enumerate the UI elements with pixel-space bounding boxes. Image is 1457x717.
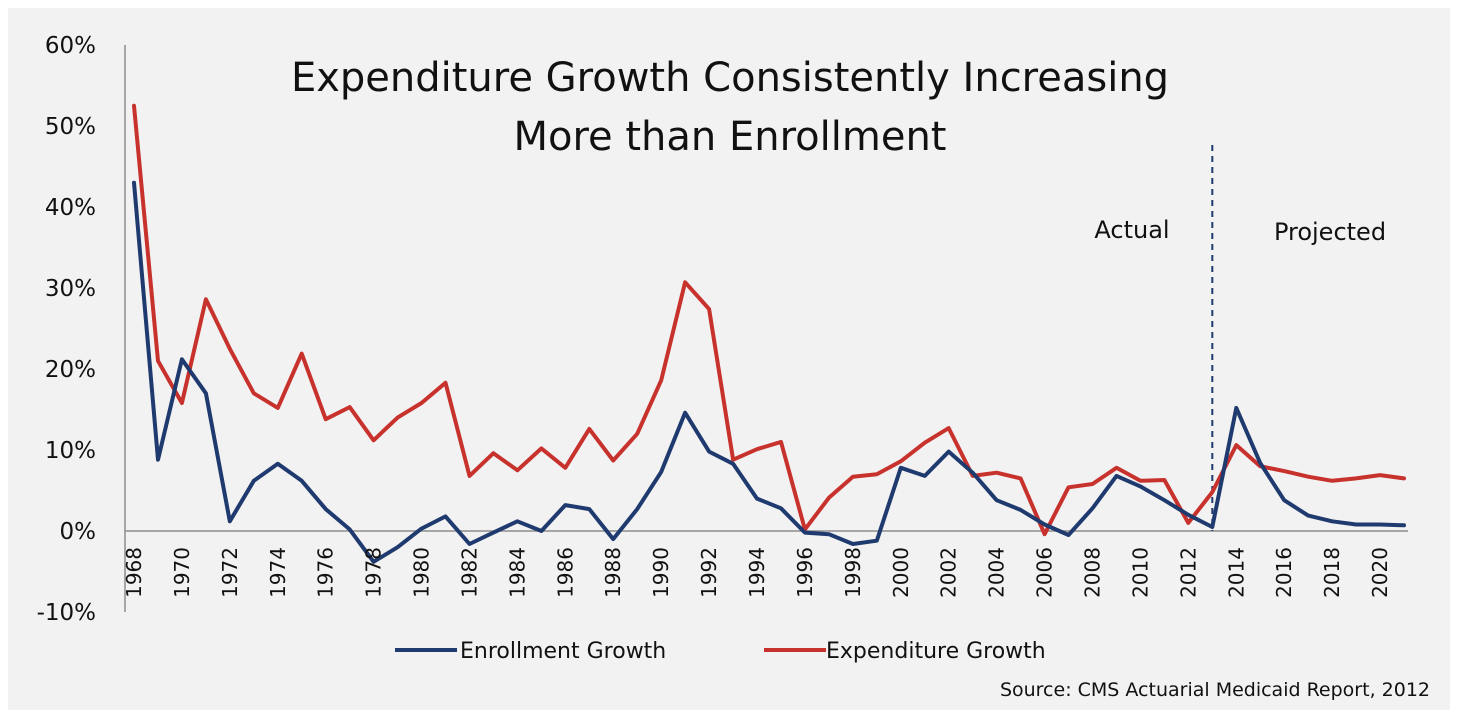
x-tick-label: 2002 [937,547,961,598]
x-tick-label: 2014 [1224,547,1248,598]
x-tick-label: 1976 [314,547,338,598]
x-tick-label: 2012 [1176,547,1200,598]
axes [124,45,1408,612]
x-tick-label: 1974 [266,547,290,598]
line-chart: Expenditure Growth Consistently Increasi… [37,33,1430,701]
x-tick-label: 2010 [1128,547,1152,598]
chart-title-line-2: More than Enrollment [514,114,947,160]
x-tick-label: 2020 [1368,547,1392,598]
x-tick-label: 1984 [505,547,529,598]
x-tick-label: 1998 [841,547,865,598]
x-tick-label: 1990 [649,547,673,598]
y-tick-label: 10% [45,438,96,464]
y-tick-label: 50% [45,114,96,140]
x-tick-label: 1988 [601,547,625,598]
y-axis-ticks: 60% 50% 40% 30% 20% 10% 0% -10% [37,33,96,626]
legend-label-enrollment: Enrollment Growth [460,639,666,664]
legend: Enrollment Growth Expenditure Growth [395,639,1046,664]
series-lines [132,103,1406,564]
x-tick-label: 1978 [362,547,386,598]
chart-frame: Expenditure Growth Consistently Increasi… [8,8,1450,710]
y-tick-label: 20% [45,357,96,383]
x-tick-label: 1982 [457,547,481,598]
x-tick-label: 2006 [1033,547,1057,598]
chart-title-line-1: Expenditure Growth Consistently Increasi… [291,55,1169,101]
y-tick-label: 0% [60,519,97,545]
x-axis-ticks: 1968 1970 1972 1974 1976 1978 1980 1982 1984 1986… [122,547,1392,598]
x-tick-label: 1992 [697,547,721,598]
y-tick-label: -10% [37,600,96,626]
annotation-projected: Projected [1274,218,1386,246]
legend-label-expenditure: Expenditure Growth [826,639,1046,664]
chart-title: Expenditure Growth Consistently Increasi… [291,55,1169,160]
enrollment-growth-line [132,180,1406,564]
x-tick-label: 2008 [1080,547,1104,598]
annotation-actual: Actual [1094,216,1169,244]
x-tick-label: 1968 [122,547,146,598]
x-tick-label: 1994 [745,547,769,598]
y-tick-label: 60% [45,33,96,59]
expenditure-growth-line [132,103,1406,537]
y-tick-label: 40% [45,195,96,221]
x-tick-label: 1970 [170,547,194,598]
x-tick-label: 2000 [889,547,913,598]
x-tick-label: 1986 [553,547,577,598]
x-tick-label: 1996 [793,547,817,598]
x-tick-label: 2018 [1320,547,1344,598]
y-tick-label: 30% [45,276,96,302]
x-tick-label: 2016 [1272,547,1296,598]
x-tick-label: 1972 [218,547,242,598]
x-tick-label: 2004 [985,547,1009,598]
source-note: Source: CMS Actuarial Medicaid Report, 2… [1000,679,1430,701]
x-tick-label: 1980 [410,547,434,598]
